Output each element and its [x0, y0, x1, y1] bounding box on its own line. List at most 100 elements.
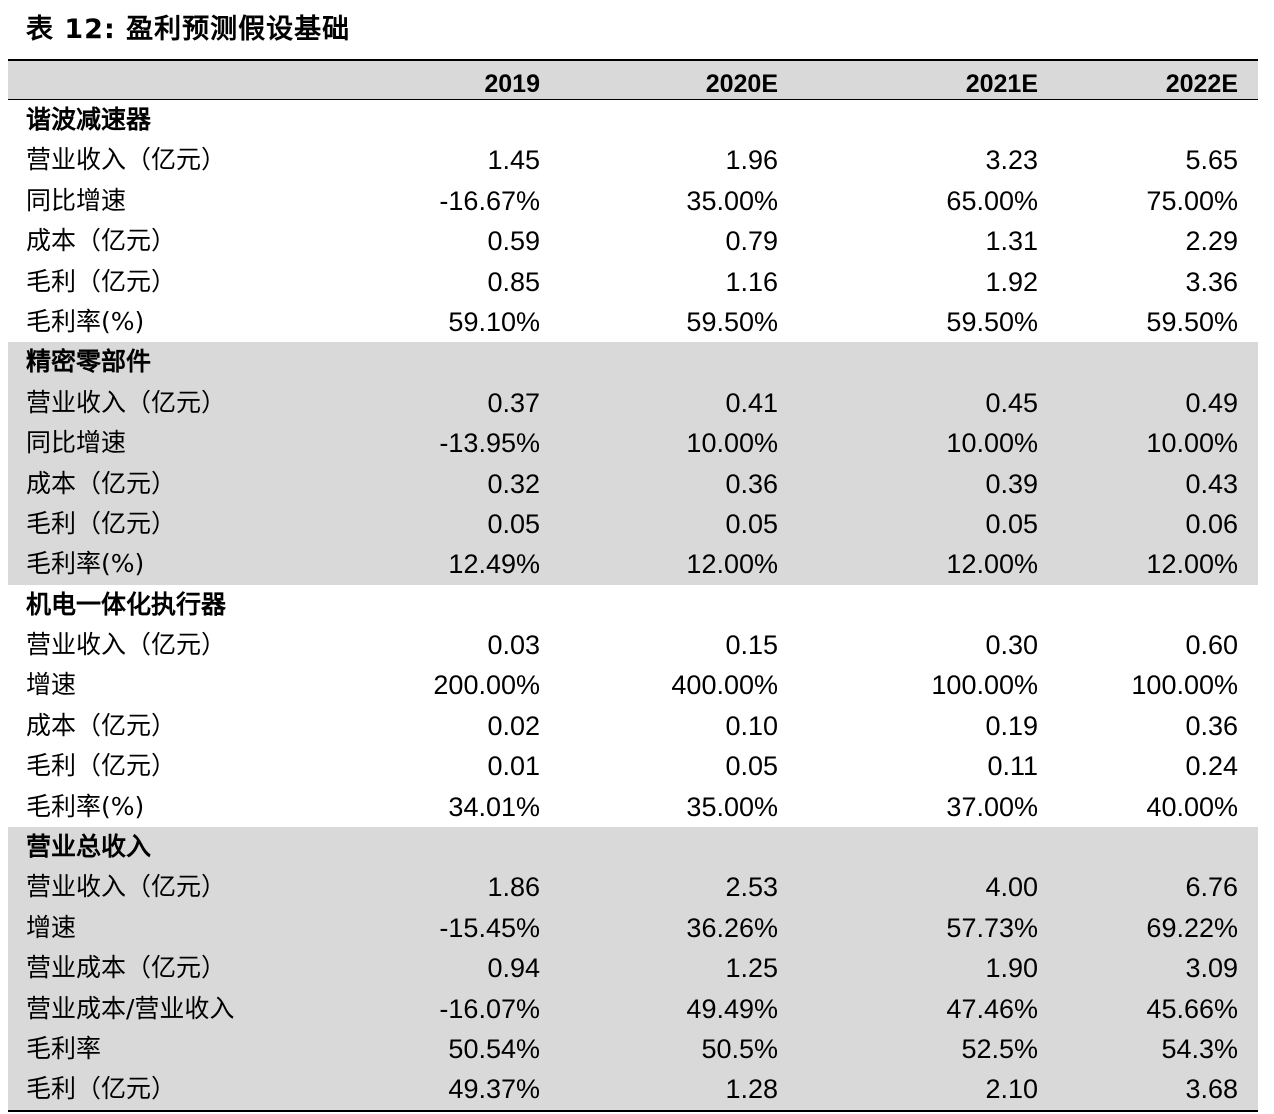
table-row: 增速 -15.45% 36.26% 57.73% 69.22%	[8, 907, 1258, 949]
row-label: 营业收入（亿元）	[26, 387, 227, 417]
table-row: 营业成本/营业收入 -16.07% 49.49% 47.46% 45.66%	[8, 988, 1258, 1029]
value-cell: 0.36	[1185, 710, 1238, 741]
value-cell: 2.10	[985, 1074, 1038, 1105]
section-label: 谐波减速器	[26, 105, 152, 134]
value-cell	[288, 342, 540, 382]
table-row: 毛利率(%) 59.10% 59.50% 59.50% 59.50%	[8, 302, 1258, 342]
value-cell: 0.05	[725, 508, 778, 539]
table-row: 成本（亿元） 0.02 0.10 0.19 0.36	[8, 706, 1258, 746]
value-cell: 200.00%	[433, 670, 540, 701]
value-cell	[778, 342, 1038, 382]
value-cell: 0.30	[985, 630, 1038, 661]
row-label: 毛利（亿元）	[26, 751, 177, 781]
value-cell: 59.50%	[686, 306, 778, 337]
table-row: 毛利（亿元） 0.85 1.16 1.92 3.36	[8, 262, 1258, 302]
table-row: 毛利（亿元） 49.37% 1.28 2.10 3.68	[8, 1069, 1258, 1110]
value-cell: 0.05	[487, 508, 540, 539]
row-label: 毛利率(%)	[26, 791, 145, 821]
value-cell: 0.79	[725, 226, 778, 257]
value-cell: 10.00%	[1146, 428, 1238, 459]
table-row: 成本（亿元） 0.32 0.36 0.39 0.43	[8, 463, 1258, 504]
row-label: 毛利率	[26, 1033, 102, 1063]
section-header-row: 谐波减速器	[8, 100, 1258, 140]
table-row: 营业成本（亿元） 0.94 1.25 1.90 3.09	[8, 948, 1258, 989]
row-label: 成本（亿元）	[26, 468, 177, 498]
section-header-row: 精密零部件	[8, 342, 1258, 383]
table-row: 毛利率(%) 12.49% 12.00% 12.00% 12.00%	[8, 544, 1258, 585]
table-body: 谐波减速器 营业收入（亿元） 1.45 1.96 3.23 5.65 同比增速 -16.67%…	[8, 100, 1258, 1110]
value-cell: -13.95%	[439, 428, 540, 459]
value-cell	[540, 585, 778, 625]
value-cell: 3.23	[985, 145, 1038, 176]
value-cell: 0.05	[725, 751, 778, 782]
value-cell: 3.09	[1185, 953, 1238, 984]
value-cell: 10.00%	[686, 428, 778, 459]
value-cell	[288, 827, 540, 867]
value-cell: 0.85	[487, 266, 540, 297]
table-row: 营业收入（亿元） 0.03 0.15 0.30 0.60	[8, 625, 1258, 665]
header-cell-2022e: 2022E	[1165, 70, 1238, 98]
value-cell: 0.41	[725, 387, 778, 418]
value-cell: 1.92	[985, 266, 1038, 297]
value-cell: 400.00%	[671, 670, 778, 701]
value-cell: 0.37	[487, 387, 540, 418]
table-row: 成本（亿元） 0.59 0.79 1.31 2.29	[8, 221, 1258, 261]
value-cell: 2.29	[1185, 226, 1238, 257]
value-cell	[778, 100, 1038, 140]
value-cell: 34.01%	[448, 791, 540, 822]
value-cell: 52.5%	[961, 1033, 1038, 1064]
section-header-row: 机电一体化执行器	[8, 585, 1258, 625]
header-cell-2020e: 2020E	[705, 70, 778, 98]
value-cell: 0.49	[1185, 387, 1238, 418]
section-label: 精密零部件	[26, 347, 152, 377]
value-cell: 0.59	[487, 226, 540, 257]
value-cell: 59.50%	[946, 306, 1038, 337]
value-cell: 12.00%	[686, 549, 778, 580]
value-cell: -16.07%	[439, 993, 540, 1024]
row-label: 毛利（亿元）	[26, 266, 177, 296]
table-row: 毛利（亿元） 0.01 0.05 0.11 0.24	[8, 746, 1258, 786]
value-cell: 50.54%	[448, 1033, 540, 1064]
table-header-row: 2019 2020E 2021E 2022E	[8, 61, 1258, 100]
value-cell: 5.65	[1185, 145, 1238, 176]
value-cell: 37.00%	[946, 791, 1038, 822]
section-label: 营业总收入	[26, 832, 152, 862]
value-cell: 3.68	[1185, 1074, 1238, 1105]
value-cell: 10.00%	[946, 428, 1038, 459]
value-cell: 6.76	[1185, 872, 1238, 903]
value-cell: 100.00%	[1131, 670, 1238, 701]
value-cell: 45.66%	[1146, 993, 1238, 1024]
value-cell: 12.49%	[448, 549, 540, 580]
value-cell: 0.03	[487, 630, 540, 661]
table-row: 增速 200.00% 400.00% 100.00% 100.00%	[8, 665, 1258, 705]
row-label: 同比增速	[26, 185, 127, 215]
table-row: 营业收入（亿元） 0.37 0.41 0.45 0.49	[8, 382, 1258, 424]
header-cell-label	[8, 61, 288, 99]
value-cell: 0.43	[1185, 468, 1238, 499]
value-cell: 0.24	[1185, 751, 1238, 782]
value-cell	[1038, 342, 1238, 382]
value-cell: 40.00%	[1146, 791, 1238, 822]
value-cell: -16.67%	[439, 185, 540, 216]
table-row: 毛利率 50.54% 50.5% 52.5% 54.3%	[8, 1028, 1258, 1070]
value-cell	[288, 585, 540, 625]
value-cell: 0.11	[987, 751, 1038, 782]
row-label: 营业收入（亿元）	[26, 872, 227, 902]
row-label: 增速	[26, 670, 77, 700]
table-row: 同比增速 -16.67% 35.00% 65.00% 75.00%	[8, 181, 1258, 221]
row-label: 毛利（亿元）	[26, 508, 177, 538]
table-row: 毛利（亿元） 0.05 0.05 0.05 0.06	[8, 503, 1258, 545]
value-cell: 1.25	[725, 953, 778, 984]
row-label: 毛利率(%)	[26, 306, 145, 336]
value-cell: 57.73%	[946, 912, 1038, 943]
value-cell	[778, 827, 1038, 867]
value-cell	[540, 827, 778, 867]
value-cell: 54.3%	[1161, 1033, 1238, 1064]
value-cell: 50.5%	[701, 1033, 778, 1064]
value-cell: 0.32	[487, 468, 540, 499]
value-cell: 36.26%	[686, 912, 778, 943]
row-label: 增速	[26, 912, 77, 942]
row-label: 成本（亿元）	[26, 710, 177, 740]
value-cell: 0.45	[985, 387, 1038, 418]
row-label: 营业收入（亿元）	[26, 145, 227, 175]
